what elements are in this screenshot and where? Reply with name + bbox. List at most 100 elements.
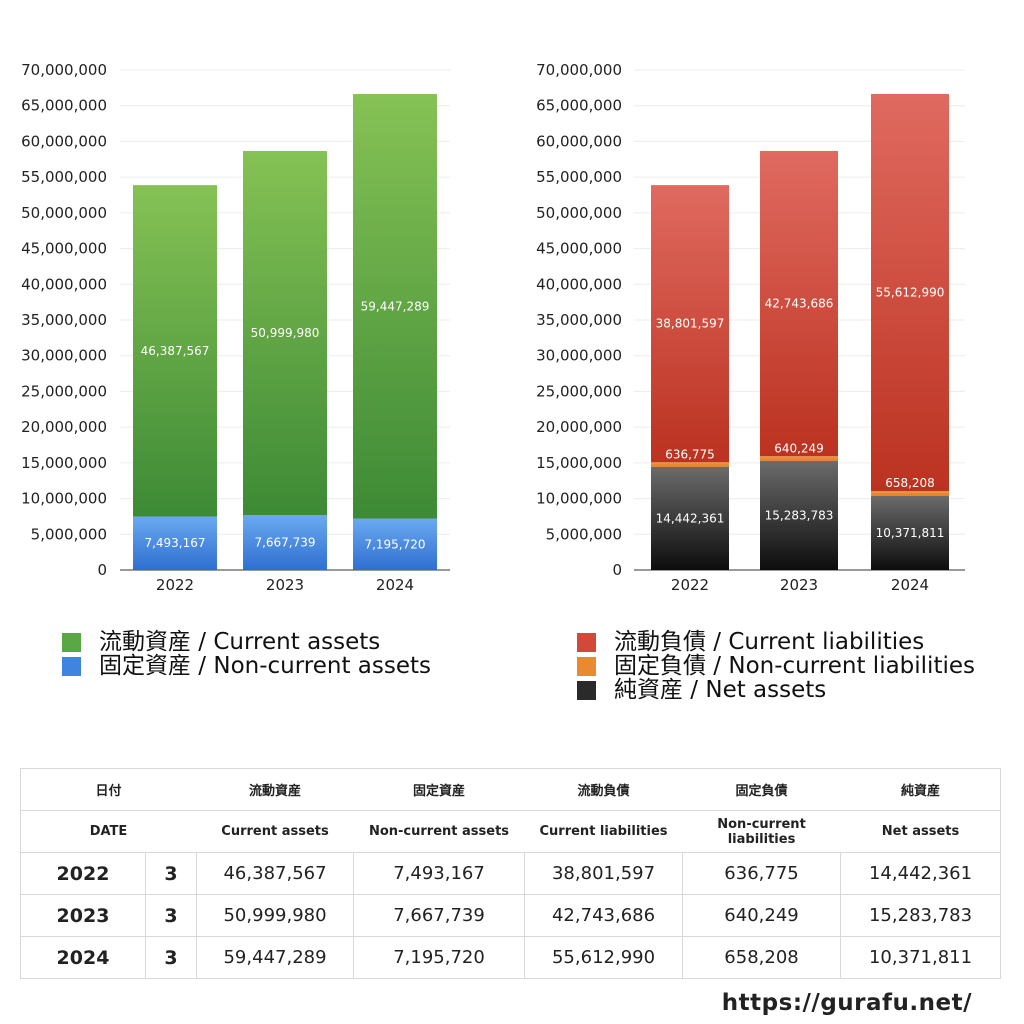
source-url[interactable]: https://gurafu.net/ xyxy=(722,990,972,1016)
table-cell-month: 3 xyxy=(146,937,197,979)
table-cell: 7,493,167 xyxy=(354,853,525,895)
data-label: 658,208 xyxy=(885,476,935,490)
table-cell-year: 2022 xyxy=(21,853,146,895)
legend-label: 固定負債 / Non-current liabilities xyxy=(614,654,975,678)
y-tick-label: 60,000,000 xyxy=(21,132,107,150)
y-tick-label: 70,000,000 xyxy=(536,61,622,79)
legend-item-non-current-liabilities: 固定負債 / Non-current liabilities xyxy=(577,654,975,678)
y-tick-label: 35,000,000 xyxy=(536,311,622,329)
y-tick-label: 20,000,000 xyxy=(21,418,107,436)
table-cell: 7,667,739 xyxy=(354,895,525,937)
legend-label: 流動負債 / Current liabilities xyxy=(614,630,924,654)
y-tick-label: 15,000,000 xyxy=(21,454,107,472)
table-cell-year: 2024 xyxy=(21,937,146,979)
legend-swatch xyxy=(62,657,81,676)
table-cell: 658,208 xyxy=(683,937,841,979)
table-header: Non-current assets xyxy=(354,811,525,853)
y-tick-label: 25,000,000 xyxy=(21,382,107,400)
table-cell-month: 3 xyxy=(146,853,197,895)
data-label: 636,775 xyxy=(665,447,715,461)
data-label: 7,667,739 xyxy=(254,536,315,550)
liabilities-legend: 流動負債 / Current liabilities 固定負債 / Non-cu… xyxy=(577,630,975,702)
data-label: 10,371,811 xyxy=(876,526,945,540)
table-header: 流動負債 xyxy=(525,769,683,811)
y-tick-label: 55,000,000 xyxy=(21,168,107,186)
legend-swatch xyxy=(577,633,596,652)
legend-swatch xyxy=(577,657,596,676)
x-tick-label: 2022 xyxy=(156,576,194,594)
x-tick-label: 2023 xyxy=(780,576,818,594)
assets-chart: 0 5,000,000 10,000,000 15,000,000 20,000,000… xyxy=(0,0,512,610)
y-tick-label: 65,000,000 xyxy=(536,97,622,115)
y-tick-label: 10,000,000 xyxy=(21,490,107,508)
data-label: 38,801,597 xyxy=(656,317,725,331)
table-cell: 7,195,720 xyxy=(354,937,525,979)
table-cell: 50,999,980 xyxy=(197,895,354,937)
data-label: 42,743,686 xyxy=(765,297,834,311)
table-row: 2024 3 59,447,289 7,195,720 55,612,990 6… xyxy=(21,937,1001,979)
table-cell: 59,447,289 xyxy=(197,937,354,979)
y-tick-label: 5,000,000 xyxy=(546,525,622,543)
table-header: 日付 xyxy=(21,769,197,811)
data-label: 7,195,720 xyxy=(364,537,425,551)
table-cell-year: 2023 xyxy=(21,895,146,937)
y-tick-label: 15,000,000 xyxy=(536,454,622,472)
legend-item-non-current-assets: 固定資産 / Non-current assets xyxy=(62,654,431,678)
data-table: 日付 流動資産 固定資産 流動負債 固定負債 純資産 DATE Current … xyxy=(20,768,1001,979)
y-tick-label: 25,000,000 xyxy=(536,382,622,400)
table-header: 固定負債 xyxy=(683,769,841,811)
bar-segment xyxy=(760,456,838,461)
table-header: Net assets xyxy=(841,811,1001,853)
table-cell: 14,442,361 xyxy=(841,853,1001,895)
table-header: 純資産 xyxy=(841,769,1001,811)
data-label: 55,612,990 xyxy=(876,286,945,300)
table-cell: 55,612,990 xyxy=(525,937,683,979)
y-tick-label: 50,000,000 xyxy=(536,204,622,222)
data-label: 640,249 xyxy=(774,441,824,455)
data-label: 50,999,980 xyxy=(251,326,320,340)
legend-item-net-assets: 純資産 / Net assets xyxy=(577,678,975,702)
y-tick-label: 30,000,000 xyxy=(536,347,622,365)
y-tick-label: 50,000,000 xyxy=(21,204,107,222)
table-header: 固定資産 xyxy=(354,769,525,811)
y-tick-label: 0 xyxy=(612,561,622,579)
x-tick-label: 2024 xyxy=(376,576,414,594)
bar-segment xyxy=(871,491,949,496)
table-cell: 42,743,686 xyxy=(525,895,683,937)
assets-legend: 流動資産 / Current assets 固定資産 / Non-current… xyxy=(62,630,431,678)
y-tick-label: 55,000,000 xyxy=(536,168,622,186)
table-header: Current assets xyxy=(197,811,354,853)
table-header-row-en: DATE Current assets Non-current assets C… xyxy=(21,811,1001,853)
bar-segment xyxy=(651,462,729,467)
y-tick-label: 0 xyxy=(97,561,107,579)
data-label: 46,387,567 xyxy=(141,344,210,358)
y-tick-label: 45,000,000 xyxy=(536,240,622,258)
y-tick-label: 60,000,000 xyxy=(536,132,622,150)
y-tick-label: 70,000,000 xyxy=(21,61,107,79)
liabilities-chart: 0 5,000,000 10,000,000 15,000,000 20,000,000… xyxy=(512,0,1024,610)
x-tick-label: 2023 xyxy=(266,576,304,594)
table-header: Current liabilities xyxy=(525,811,683,853)
legend-swatch xyxy=(577,681,596,700)
table-cell-month: 3 xyxy=(146,895,197,937)
y-tick-label: 45,000,000 xyxy=(21,240,107,258)
x-tick-label: 2022 xyxy=(671,576,709,594)
legend-label: 固定資産 / Non-current assets xyxy=(99,654,431,678)
table-header: DATE xyxy=(21,811,197,853)
table-cell: 38,801,597 xyxy=(525,853,683,895)
data-label: 14,442,361 xyxy=(656,511,725,525)
data-label: 15,283,783 xyxy=(765,508,834,522)
data-label: 59,447,289 xyxy=(361,299,430,313)
y-tick-label: 20,000,000 xyxy=(536,418,622,436)
y-tick-label: 10,000,000 xyxy=(536,490,622,508)
table-cell: 15,283,783 xyxy=(841,895,1001,937)
table-cell: 636,775 xyxy=(683,853,841,895)
y-tick-label: 35,000,000 xyxy=(21,311,107,329)
y-tick-label: 30,000,000 xyxy=(21,347,107,365)
legend-item-current-liabilities: 流動負債 / Current liabilities xyxy=(577,630,975,654)
y-tick-label: 40,000,000 xyxy=(21,275,107,293)
y-tick-label: 65,000,000 xyxy=(21,97,107,115)
table-header: Non-current liabilities xyxy=(683,811,841,853)
y-tick-label: 5,000,000 xyxy=(31,525,107,543)
x-tick-label: 2024 xyxy=(891,576,929,594)
